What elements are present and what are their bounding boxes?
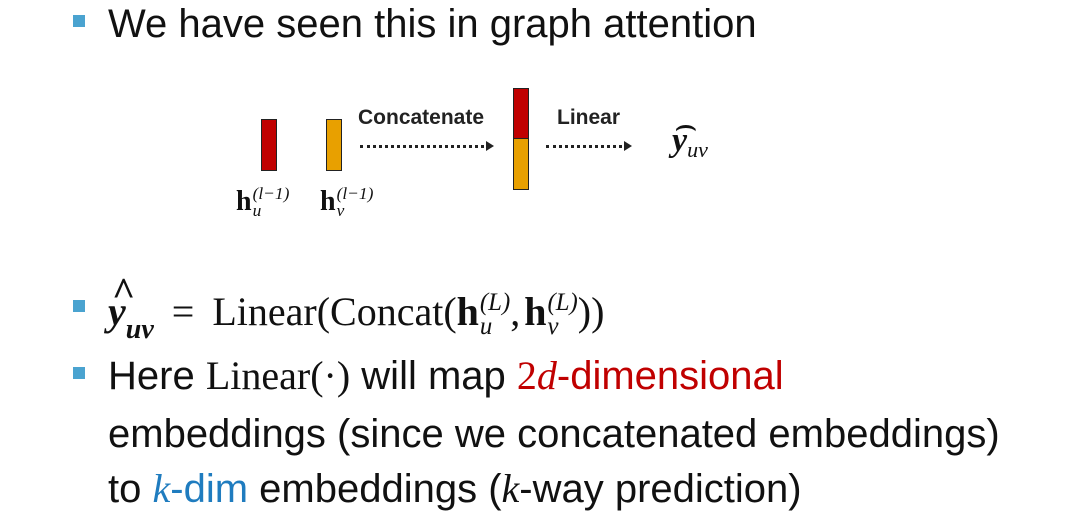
output-y: y (672, 122, 688, 159)
bullet-text-2: ^ yuv = Linear(Concat(h (L) u, h (L) v)) (108, 269, 605, 345)
eq-h2: h (524, 289, 547, 334)
linear-arrow-line (546, 145, 622, 148)
h-v-sub: v (336, 200, 345, 220)
b3-dimensional-phrase: 2d-dimensional (516, 353, 784, 398)
concatenate-label: Concatenate (358, 106, 485, 129)
eq-lhs-y: ^ y (108, 269, 135, 336)
b3-to: to (108, 467, 142, 511)
bullet-text-3-line-3: to k-dim embeddings (k-way prediction) (108, 465, 802, 513)
concatenated-vector-top (513, 88, 529, 139)
output-y-hat: ⌢ yuv (672, 105, 708, 162)
eq-linear-concat: Linear(Concat( (212, 289, 457, 334)
output-sub-uv: uv (687, 137, 708, 162)
linear-arrowhead (624, 141, 632, 151)
eq-comma: , (510, 289, 521, 334)
bullet-text-1: We have seen this in graph attention (108, 0, 757, 48)
b3-embeddings: embeddings ( (259, 467, 502, 511)
bullet-1-text: We have seen this in graph attention (108, 2, 757, 46)
eq-h2-sup: (L) (547, 289, 578, 317)
eq-equals: = (171, 289, 195, 334)
b3-way: -way prediction) (519, 467, 802, 511)
h-u-vector-bar (261, 119, 277, 171)
output-hat-arc: ⌢ (674, 105, 712, 145)
linear-label: Linear (557, 106, 621, 129)
b3-dimensional: -dimensional (556, 354, 784, 398)
h-u-sub: u (252, 200, 262, 220)
eq-h2-sub: v (547, 312, 559, 340)
eq-lhs-ymain: y (108, 289, 126, 334)
eq-h1-sup: (L) (479, 289, 511, 317)
b3-k1: k (152, 466, 171, 511)
b3-dim: -dim (170, 467, 249, 511)
eq-close: )) (577, 289, 605, 334)
bullet-marker-3 (73, 367, 85, 379)
h-v-label: h (l−1) v (320, 184, 374, 220)
bullet-marker-1 (73, 15, 85, 27)
h-u-label: h (l−1) u (236, 184, 290, 220)
eq-h2-scripts: (L) v (547, 289, 578, 340)
h-u-sup: (l−1) (252, 184, 290, 204)
concatenate-arrowhead (486, 141, 494, 151)
eq-h1: h (456, 289, 479, 334)
b3-will-map: will map (361, 354, 506, 398)
b3-k2: k (501, 466, 520, 511)
b3-line2: embeddings (since we concatenated embedd… (108, 412, 1000, 456)
eq-h1-sub: u (479, 312, 493, 340)
h-v-scripts: (l−1) v (336, 184, 374, 220)
b3-two: 2 (516, 353, 537, 398)
h-v-sup: (l−1) (336, 184, 374, 204)
b3-d: d (536, 353, 557, 398)
h-u-scripts: (l−1) u (252, 184, 290, 220)
concatenated-vector-bottom (513, 138, 529, 190)
eq-lhs-sub: uv (125, 313, 154, 345)
bullet-text-3-line-1: Here Linear(·) will map 2d-dimensional (108, 352, 784, 400)
concatenate-arrow-line (360, 145, 484, 148)
b3-linear-dot: Linear(·) (205, 353, 351, 398)
eq-lhs-hat: ^ (112, 269, 136, 314)
b3-kdim-phrase: k-dim (152, 466, 249, 511)
bullet-marker-2 (73, 300, 85, 312)
b3-here: Here (108, 354, 195, 398)
eq-h1-scripts: (L) u (479, 289, 511, 340)
h-v-symbol: h (320, 186, 336, 217)
h-v-vector-bar (326, 119, 342, 171)
h-u-symbol: h (236, 186, 252, 217)
bullet-text-3-line-2: embeddings (since we concatenated embedd… (108, 410, 1000, 458)
